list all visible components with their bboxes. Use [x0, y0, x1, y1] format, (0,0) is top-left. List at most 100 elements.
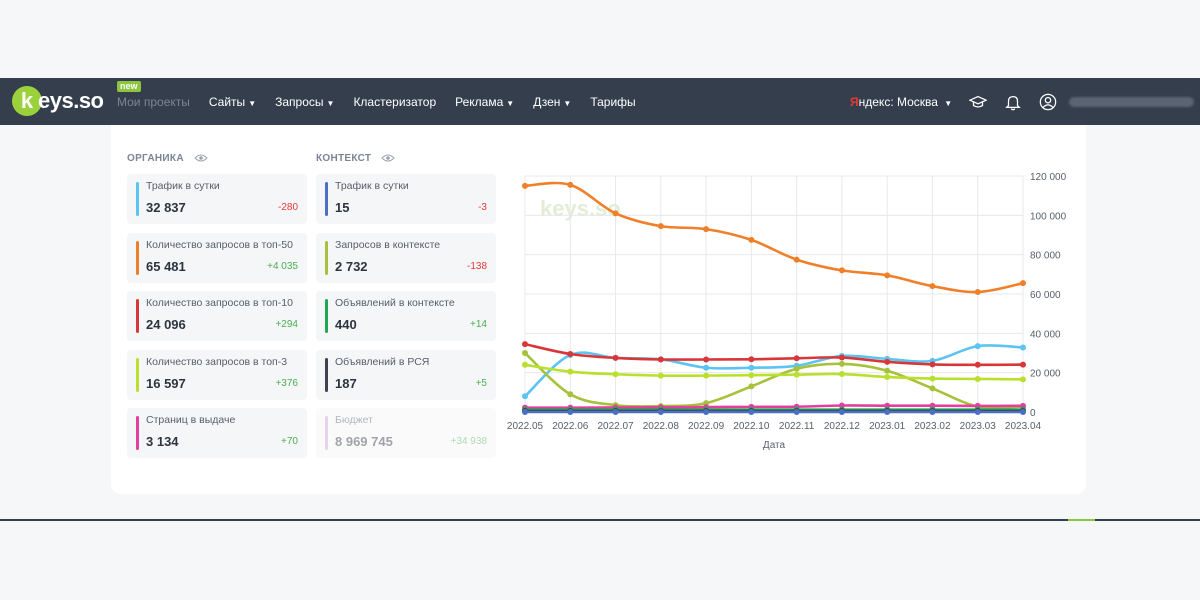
nav-item-1[interactable]: Сайты ▼: [209, 95, 256, 109]
stat-label: Бюджет: [335, 414, 373, 426]
series-color-bar: [136, 182, 139, 216]
region-selector[interactable]: Яндекс: Москва ▼: [850, 95, 952, 109]
series-point-8: [522, 409, 528, 415]
series-line-5: [524, 404, 1024, 409]
series-point-0: [657, 223, 664, 230]
stat-card[interactable]: Количество запросов в топ-10 24 096 +294: [127, 291, 307, 341]
nav-item-2[interactable]: Запросы ▼: [275, 95, 334, 109]
series-point-3: [567, 391, 574, 398]
y-tick-label: 120 000: [1030, 172, 1067, 183]
user-avatar-icon[interactable]: [1039, 93, 1057, 111]
series-line-2: [524, 342, 1024, 367]
chevron-down-icon: ▼: [248, 98, 257, 108]
series-point-8: [703, 409, 710, 415]
chevron-down-icon: ▼: [326, 98, 335, 108]
nav-item-6[interactable]: Тарифы: [590, 95, 635, 109]
chevron-down-icon: ▼: [944, 98, 953, 108]
series-point-0: [974, 289, 981, 296]
x-tick-label: 2022.10: [733, 421, 770, 432]
series-point-2: [838, 354, 845, 361]
series-color-bar: [136, 299, 139, 333]
series-point-4: [567, 368, 574, 375]
series-point-2: [929, 361, 936, 368]
stat-value: 15: [335, 200, 350, 215]
stat-delta: +5: [475, 377, 487, 389]
stat-value: 24 096: [146, 317, 186, 332]
stat-card[interactable]: Запросов в контексте 2 732 -138: [316, 232, 496, 283]
stat-card[interactable]: Количество запросов в топ-3 16 597 +376: [127, 349, 307, 400]
series-line-0: [524, 181, 1024, 294]
stat-card[interactable]: Бюджет 8 969 745 +34 938: [316, 408, 496, 458]
nav-item-label: Дзен: [533, 94, 561, 109]
x-tick-label: 2022.06: [552, 421, 589, 432]
main-nav: Мои проекты new Сайты ▼ Запросы ▼ Кластеризато…: [117, 78, 655, 125]
keys-so-logo[interactable]: k eys.so: [12, 86, 104, 116]
logo-k-icon: k: [12, 86, 42, 116]
series-point-8: [929, 409, 936, 415]
y-tick-label: 0: [1030, 408, 1036, 419]
series-point-8: [838, 409, 845, 415]
series-point-0: [838, 267, 845, 274]
series-line-3: [524, 352, 1024, 410]
footer-divider-accent: [1068, 519, 1095, 521]
top-navigation-bar: k eys.so Мои проекты new Сайты ▼ Запросы ▼ Кла…: [0, 78, 1200, 125]
stat-label: Трафик в сутки: [146, 180, 220, 192]
nav-item-label: Сайты: [208, 94, 246, 109]
yandex-letter: Я: [850, 94, 859, 109]
nav-item-label: Тарифы: [590, 94, 636, 109]
x-tick-label: 2022.12: [824, 421, 861, 432]
chevron-down-icon: ▼: [506, 98, 515, 108]
x-tick-label: 2023.03: [960, 421, 997, 432]
nav-item-5[interactable]: Дзен ▼: [533, 95, 571, 109]
series-point-0: [748, 236, 755, 243]
series-point-1: [748, 364, 755, 371]
stat-delta: -280: [277, 202, 298, 213]
series-point-8: [884, 409, 891, 415]
series-point-4: [657, 372, 664, 379]
stat-value: 65 481: [146, 258, 186, 274]
new-badge: new: [117, 80, 141, 92]
series-point-2: [567, 350, 574, 357]
series-point-0: [929, 283, 936, 290]
series-color-bar: [325, 182, 328, 216]
stat-card[interactable]: Трафик в сутки 15 -3: [316, 174, 496, 224]
series-point-8: [793, 409, 800, 415]
stat-label: Объявлений в контексте: [335, 297, 455, 309]
series-point-8: [657, 409, 664, 415]
stat-value: 2 732: [335, 258, 368, 274]
chevron-down-icon: ▼: [563, 98, 572, 108]
series-color-bar: [136, 240, 139, 275]
series-point-3: [748, 383, 755, 390]
series-point-4: [884, 373, 891, 380]
series-point-3: [929, 385, 936, 392]
header-right-controls: Яндекс: Москва ▼: [850, 78, 1195, 125]
stat-card[interactable]: Количество запросов в топ-50 65 481 +4 035: [127, 232, 307, 283]
series-color-bar: [325, 299, 328, 333]
nav-item-label: Запросы: [275, 94, 324, 109]
nav-item-4[interactable]: Реклама ▼: [455, 95, 514, 109]
stat-delta: +294: [275, 319, 298, 330]
series-point-8: [567, 409, 574, 415]
x-axis-label: Дата: [763, 440, 786, 451]
eye-icon[interactable]: [194, 153, 208, 163]
y-tick-label: 20 000: [1030, 369, 1061, 380]
stat-card[interactable]: Объявлений в РСЯ 187 +5: [316, 349, 496, 400]
stat-label: Количество запросов в топ-3: [146, 355, 288, 368]
stat-value: 16 597: [146, 375, 186, 391]
graduation-cap-icon[interactable]: [969, 93, 988, 111]
nav-item-3[interactable]: Кластеризатор: [353, 95, 436, 109]
account-email-redacted[interactable]: [1069, 96, 1195, 107]
stat-card[interactable]: Трафик в сутки 32 837 -280: [127, 174, 307, 224]
y-tick-label: 80 000: [1030, 251, 1061, 262]
series-point-2: [793, 355, 800, 362]
footer-divider: [0, 519, 1200, 521]
series-color-bar: [136, 357, 139, 392]
eye-icon[interactable]: [381, 153, 395, 163]
series-color-bar: [325, 416, 328, 450]
nav-item-0[interactable]: Мои проекты new: [117, 80, 190, 109]
series-point-8: [974, 409, 981, 415]
stat-card[interactable]: Страниц в выдаче 3 134 +70: [127, 408, 307, 458]
stat-label: Запросов в контексте: [335, 238, 441, 251]
stat-card[interactable]: Объявлений в контексте 440 +14: [316, 291, 496, 341]
bell-icon[interactable]: [1004, 93, 1022, 111]
